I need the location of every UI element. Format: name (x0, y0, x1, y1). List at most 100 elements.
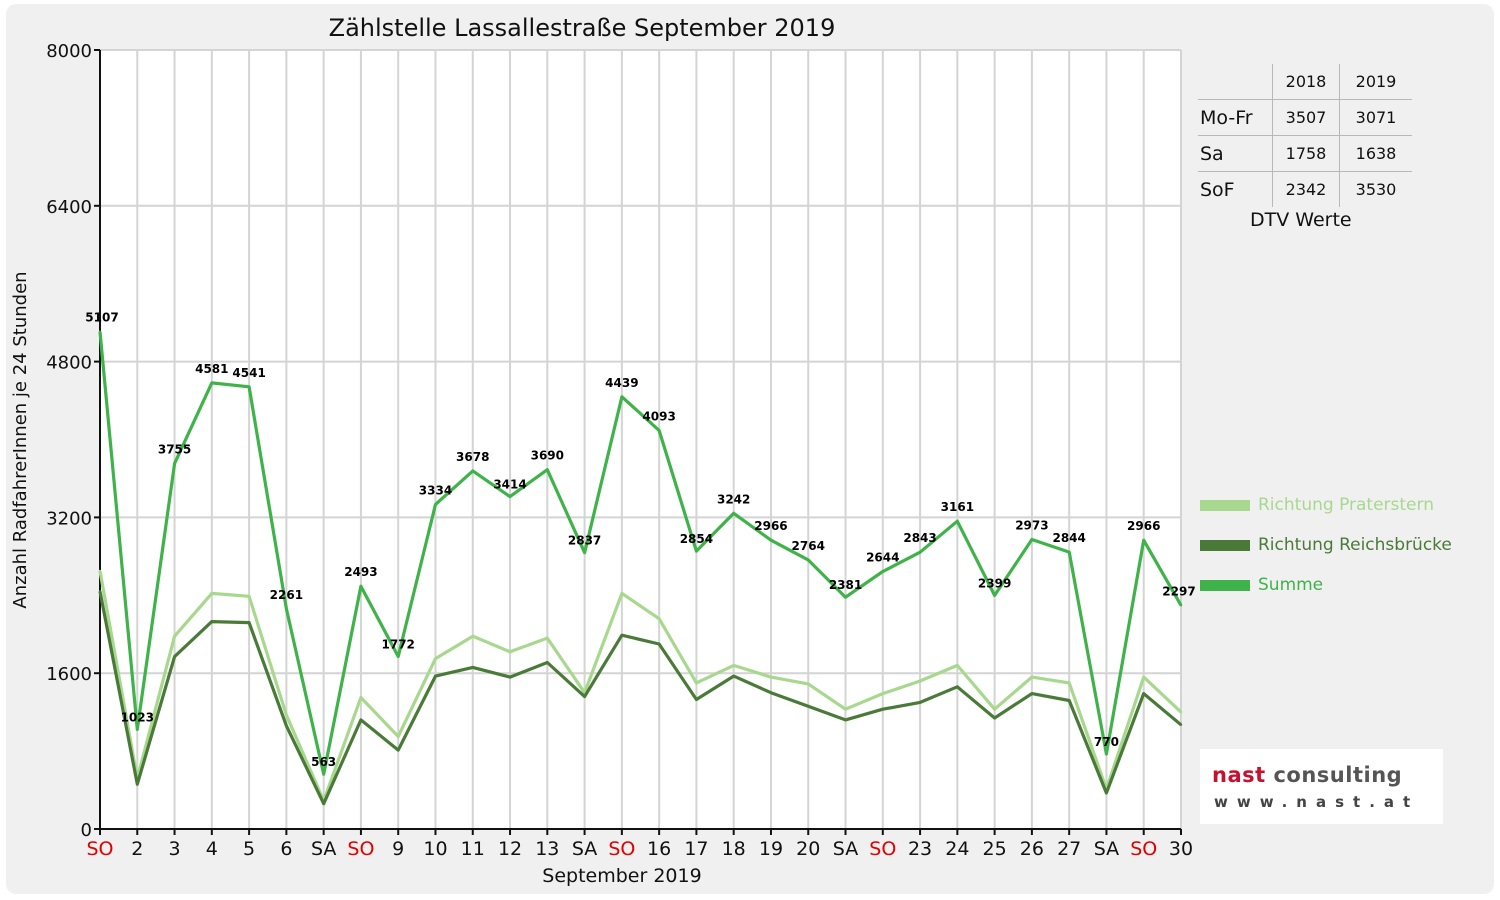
data-point (173, 634, 176, 638)
data-point (508, 675, 512, 679)
dtv-header-row: 2018 2019 (1198, 64, 1412, 100)
data-point (397, 735, 400, 738)
y-tick-label: 1600 (46, 664, 92, 685)
data-point (956, 685, 959, 689)
data-point (397, 748, 400, 752)
x-tick-label: 16 (647, 838, 671, 860)
y-axis-label: Anzahl RadfahrerInnen je 24 Stunden (10, 271, 31, 608)
data-point (471, 634, 474, 638)
data-point (285, 607, 288, 611)
data-point (583, 551, 586, 554)
dtv-cell-2018: 2342 (1272, 171, 1340, 207)
data-point (136, 783, 139, 786)
data-point (546, 661, 549, 664)
data-point (1142, 675, 1145, 679)
x-tick-label: 3 (169, 838, 181, 860)
x-tick-label: SO (869, 838, 896, 860)
data-point (285, 713, 288, 717)
data-point (1030, 692, 1034, 695)
data-point (508, 650, 512, 653)
data-point (285, 724, 288, 727)
dtv-row-mofr: Mo-Fr 3507 3071 (1198, 99, 1412, 136)
dtv-row-sa: Sa 1758 1638 (1198, 135, 1412, 172)
data-point (918, 550, 922, 554)
dtv-header-2019: 2019 (1339, 64, 1412, 100)
logo-brand-first: nast (1212, 763, 1266, 787)
data-label: 563 (311, 755, 336, 769)
data-point (247, 621, 251, 624)
data-label: 2966 (754, 519, 787, 533)
data-point (1142, 692, 1145, 695)
data-label: 770 (1094, 735, 1119, 749)
chart-title: Zählstelle Lassallestraße September 2019 (329, 14, 836, 42)
grid (100, 49, 1182, 829)
data-point (1067, 681, 1071, 685)
legend-swatch (1200, 499, 1250, 511)
dtv-row-label: Sa (1198, 135, 1273, 172)
data-point (769, 691, 773, 694)
y-tick-label: 6400 (46, 197, 92, 218)
data-label: 2854 (680, 532, 713, 546)
x-tick-label: SA (311, 838, 336, 860)
data-point (1142, 538, 1145, 542)
data-point (546, 468, 549, 471)
x-tick-label: SA (1094, 838, 1119, 860)
data-label: 2381 (829, 578, 862, 592)
data-point (881, 708, 884, 711)
data-point (247, 385, 251, 389)
data-point (993, 716, 996, 720)
data-point (471, 666, 474, 669)
dtv-cell-2019: 3530 (1339, 171, 1412, 207)
x-tick-label: 11 (461, 838, 485, 860)
data-point (657, 617, 661, 620)
data-point (993, 594, 996, 597)
logo-url: www.nast.at (1214, 793, 1420, 811)
x-tick-label: SA (572, 838, 597, 860)
data-point (98, 590, 102, 593)
data-point (210, 381, 214, 385)
data-label: 2843 (903, 531, 936, 545)
data-point (881, 570, 884, 573)
data-label: 2261 (270, 588, 303, 602)
data-label: 1772 (382, 637, 415, 651)
data-labels: 5107 1023 3755 4581 4541 2261 563 2493 1772 3334 3… (85, 311, 1195, 769)
data-label: 3414 (493, 478, 526, 492)
data-point (98, 330, 102, 333)
data-label: 1023 (121, 710, 154, 724)
dtv-caption: DTV Werte (1250, 209, 1352, 231)
data-label: 2644 (866, 551, 899, 565)
legend-swatch (1200, 579, 1250, 591)
data-point (956, 519, 959, 523)
legend-item-summe: Summe (1200, 573, 1323, 597)
data-point (1105, 752, 1108, 756)
x-tick-label: 5 (243, 838, 255, 860)
data-label: 5107 (85, 311, 118, 325)
legend-item-reichsbruecke: Richtung Reichsbrücke (1200, 533, 1452, 557)
data-point (1105, 791, 1108, 795)
series-line-2 (98, 591, 1183, 806)
data-point (732, 674, 735, 678)
data-point (434, 657, 437, 660)
x-tick-label: SO (347, 838, 374, 860)
nast-consulting-logo: nast consulting www.nast.at (1200, 749, 1443, 824)
data-label: 3755 (158, 442, 191, 456)
x-tick-label: SA (833, 838, 858, 860)
data-point (210, 592, 214, 595)
data-label: 3690 (531, 449, 564, 463)
series-line-1 (98, 570, 1183, 803)
data-point (546, 636, 549, 640)
logo-wordmark: nast consulting (1212, 763, 1402, 787)
data-point (807, 682, 810, 686)
x-tick-label: 4 (206, 838, 218, 860)
x-axis-label: September 2019 (542, 865, 701, 887)
legend-label: Summe (1258, 575, 1324, 595)
x-tick-label: 23 (908, 838, 932, 860)
data-point (956, 664, 959, 667)
legend-label: Richtung Praterstern (1258, 495, 1434, 515)
data-point (1067, 699, 1071, 702)
dtv-cell-2019: 3071 (1339, 99, 1412, 136)
data-point (322, 772, 325, 776)
legend-item-praterstern: Richtung Praterstern (1200, 493, 1434, 517)
